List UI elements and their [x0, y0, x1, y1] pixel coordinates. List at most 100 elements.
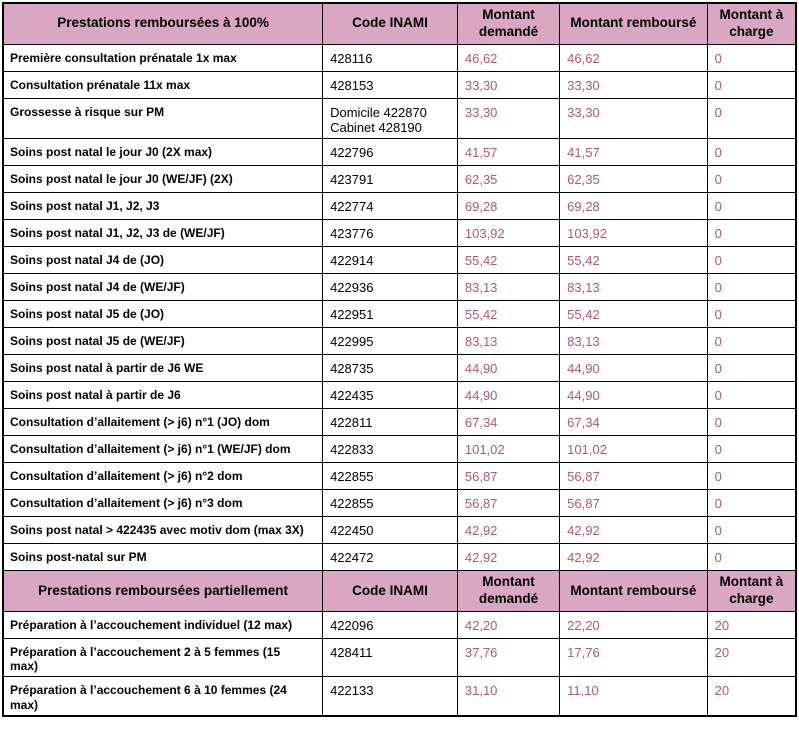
inami-code: 422133	[322, 676, 458, 717]
table-row: Soins post natal à partir de J6 422435 44,…	[2, 381, 797, 410]
amount-reimbursed: 69,28	[559, 192, 708, 221]
amount-requested: 83,13	[456, 273, 561, 302]
amount-reimbursed: 56,87	[559, 489, 708, 518]
amount-due: 0	[706, 435, 797, 464]
inami-code: 428153	[322, 70, 458, 99]
amount-requested: 103,92	[456, 219, 561, 248]
inami-code: 423791	[322, 165, 458, 194]
inami-code: 422796	[322, 138, 458, 167]
prestation-label: Soins post-natal sur PM	[2, 543, 324, 572]
amount-reimbursed: 62,35	[559, 165, 708, 194]
amount-reimbursed: 17,76	[559, 638, 708, 678]
inami-code: 422774	[322, 192, 458, 221]
prestation-label: Préparation à l’accouchement individuel …	[2, 611, 324, 640]
amount-due: 0	[706, 354, 797, 383]
table-row: Soins post natal J5 de (JO) 422951 55,42 55…	[2, 300, 797, 329]
table-row: Préparation à l’accouchement 6 à 10 femm…	[2, 676, 797, 717]
amount-reimbursed: 11,10	[559, 676, 708, 717]
prestation-label: Consultation d’allaitement (> j6) n°1 (J…	[2, 408, 324, 437]
amount-reimbursed: 33,30	[559, 70, 708, 99]
table-row: Soins post-natal sur PM 422472 42,92 42,92 0	[2, 543, 797, 572]
amount-reimbursed: 22,20	[559, 611, 708, 640]
amount-due: 0	[706, 408, 797, 437]
column-header: Prestations remboursées partiellement	[2, 570, 324, 613]
amount-requested: 42,20	[456, 611, 561, 640]
amount-reimbursed: 55,42	[559, 300, 708, 329]
table-row: Soins post natal le jour J0 (2X max) 4227…	[2, 138, 797, 167]
amount-due: 0	[706, 381, 797, 410]
table-row: Consultation d’allaitement (> j6) n°1 (J…	[2, 408, 797, 437]
reimbursement-table-body: Prestations remboursées à 100% Code INAMI…	[2, 2, 797, 717]
amount-due: 0	[706, 300, 797, 329]
inami-code: 422855	[322, 489, 458, 518]
inami-code: 428735	[322, 354, 458, 383]
amount-due: 0	[706, 462, 797, 491]
prestation-label: Soins post natal le jour J0 (2X max)	[2, 138, 324, 167]
amount-reimbursed: 83,13	[559, 327, 708, 356]
amount-reimbursed: 41,57	[559, 138, 708, 167]
column-header: Montant demandé	[456, 2, 561, 45]
inami-code: 422450	[322, 516, 458, 545]
amount-due: 20	[706, 611, 797, 640]
table-row: Consultation d’allaitement (> j6) n°2 do…	[2, 462, 797, 491]
amount-due: 0	[706, 219, 797, 248]
amount-due: 20	[706, 638, 797, 678]
amount-requested: 42,92	[456, 543, 561, 572]
table-row: Soins post natal J1, J2, J3 422774 69,28 69…	[2, 192, 797, 221]
amount-requested: 55,42	[456, 246, 561, 275]
amount-reimbursed: 46,62	[559, 43, 708, 72]
table-row: Soins post natal J1, J2, J3 de (WE/JF) 42…	[2, 219, 797, 248]
prestation-label: Préparation à l’accouchement 2 à 5 femme…	[2, 638, 324, 678]
amount-reimbursed: 44,90	[559, 354, 708, 383]
inami-code: 422472	[322, 543, 458, 572]
inami-code: 422096	[322, 611, 458, 640]
inami-code: 422855	[322, 462, 458, 491]
table-row: Consultation d’allaitement (> j6) n°3 do…	[2, 489, 797, 518]
column-header: Montant à charge	[706, 2, 797, 45]
prestation-label: Soins post natal J5 de (WE/JF)	[2, 327, 324, 356]
amount-due: 0	[706, 138, 797, 167]
amount-requested: 56,87	[456, 489, 561, 518]
column-header: Prestations remboursées à 100%	[2, 2, 324, 45]
amount-reimbursed: 101,02	[559, 435, 708, 464]
amount-due: 0	[706, 43, 797, 72]
inami-code: 422811	[322, 408, 458, 437]
amount-reimbursed: 83,13	[559, 273, 708, 302]
prestation-label: Soins post natal J1, J2, J3	[2, 192, 324, 221]
amount-requested: 41,57	[456, 138, 561, 167]
prestation-label: Consultation d’allaitement (> j6) n°1 (W…	[2, 435, 324, 464]
inami-code: 422833	[322, 435, 458, 464]
inami-code: 422936	[322, 273, 458, 302]
table-row: Préparation à l’accouchement individuel …	[2, 611, 797, 640]
inami-code: 422995	[322, 327, 458, 356]
table-row: Soins post natal le jour J0 (WE/JF) (2X)…	[2, 165, 797, 194]
table-row: Préparation à l’accouchement 2 à 5 femme…	[2, 638, 797, 678]
amount-requested: 44,90	[456, 381, 561, 410]
amount-requested: 55,42	[456, 300, 561, 329]
inami-code: 422435	[322, 381, 458, 410]
amount-due: 0	[706, 327, 797, 356]
amount-requested: 69,28	[456, 192, 561, 221]
amount-requested: 46,62	[456, 43, 561, 72]
column-header: Montant demandé	[456, 570, 561, 613]
table-row: Soins post natal J4 de (WE/JF) 422936 83,1…	[2, 273, 797, 302]
amount-due: 0	[706, 516, 797, 545]
table-row: Première consultation prénatale 1x max 42…	[2, 43, 797, 72]
prestation-label: Soins post natal le jour J0 (WE/JF) (2X)	[2, 165, 324, 194]
amount-due: 20	[706, 676, 797, 717]
prestation-label: Soins post natal J5 de (JO)	[2, 300, 324, 329]
inami-code: 423776	[322, 219, 458, 248]
column-header: Montant remboursé	[559, 2, 708, 45]
prestation-label: Consultation d’allaitement (> j6) n°2 do…	[2, 462, 324, 491]
prestation-label: Soins post natal > 422435 avec motiv dom…	[2, 516, 324, 545]
amount-reimbursed: 42,92	[559, 516, 708, 545]
amount-due: 0	[706, 489, 797, 518]
amount-requested: 33,30	[456, 70, 561, 99]
amount-due: 0	[706, 70, 797, 99]
amount-requested: 37,76	[456, 638, 561, 678]
inami-code: 422914	[322, 246, 458, 275]
prestation-label: Consultation prénatale 11x max	[2, 70, 324, 99]
amount-due: 0	[706, 246, 797, 275]
amount-requested: 56,87	[456, 462, 561, 491]
table-row: Soins post natal à partir de J6 WE 428735…	[2, 354, 797, 383]
